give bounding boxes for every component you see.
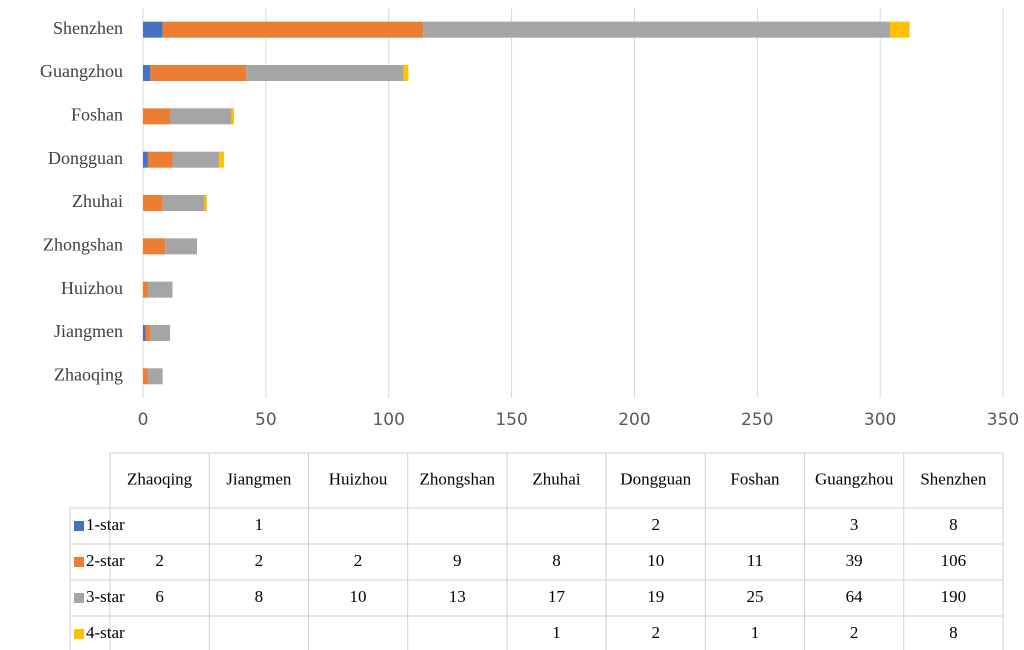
bar-segment: [143, 281, 148, 298]
legend-key: [74, 629, 84, 639]
bar-segment: [889, 21, 910, 38]
bar-segment: [231, 108, 234, 125]
bar-segment: [143, 151, 148, 168]
table-value: 3: [850, 515, 859, 534]
bar-segment: [403, 65, 409, 81]
table-value: 2: [651, 623, 660, 642]
table-value: 1: [751, 623, 760, 642]
y-tick-label: Huizhou: [61, 278, 123, 298]
bar-segment: [150, 325, 171, 341]
bar-segment: [143, 108, 171, 125]
table-header: Huizhou: [329, 469, 388, 488]
table-value: 2: [155, 551, 164, 570]
x-tick-label: 250: [741, 410, 773, 430]
bar-segment: [170, 108, 232, 125]
bar-segment: [204, 195, 207, 211]
bar-segment: [150, 65, 247, 81]
bar-segment: [147, 281, 173, 298]
table-header: Zhuhai: [532, 469, 580, 488]
table-value: 1: [552, 623, 561, 642]
table-value: 106: [941, 551, 967, 570]
table-value: 13: [449, 587, 466, 606]
table-value: 1: [255, 515, 264, 534]
table-header: Shenzhen: [920, 469, 987, 488]
legend-label: 1-star: [86, 515, 125, 534]
table-value: 25: [746, 587, 763, 606]
legend-key: [74, 521, 84, 531]
y-tick-label: Zhongshan: [43, 234, 123, 254]
table-value: 8: [552, 551, 561, 570]
bar-segment: [143, 325, 146, 341]
table-value: 2: [354, 551, 363, 570]
table-value: 2: [850, 623, 859, 642]
bar-segment: [162, 21, 424, 38]
bar-segment: [143, 238, 166, 255]
y-tick-label: Guangzhou: [40, 61, 123, 81]
bar-segment: [147, 151, 173, 168]
x-tick-label: 200: [618, 410, 650, 430]
table-header: Guangzhou: [815, 469, 894, 488]
x-tick-label: 300: [864, 410, 896, 430]
x-tick-label: 100: [372, 410, 404, 430]
y-tick-label: Dongguan: [48, 148, 123, 168]
bar-segment: [143, 21, 163, 38]
x-tick-label: 350: [987, 410, 1019, 430]
bar-segment: [246, 65, 404, 81]
bar-segment: [143, 368, 148, 385]
table-value: 6: [155, 587, 164, 606]
bar-segment: [172, 151, 220, 168]
table-value: 10: [647, 551, 664, 570]
table-value: 8: [949, 515, 958, 534]
table-value: 10: [350, 587, 367, 606]
table-value: 8: [949, 623, 958, 642]
table-header: Foshan: [730, 469, 780, 488]
table-value: 11: [747, 551, 763, 570]
y-tick-label: Shenzhen: [53, 18, 123, 38]
table-value: 64: [846, 587, 864, 606]
legend-label: 4-star: [86, 623, 125, 642]
table-value: 190: [941, 587, 967, 606]
bar-segment: [145, 325, 151, 341]
x-tick-label: 50: [255, 410, 277, 430]
bar-segment: [147, 368, 163, 385]
table-value: 2: [651, 515, 660, 534]
y-tick-label: Foshan: [71, 104, 123, 124]
table-value: 2: [255, 551, 264, 570]
y-tick-label: Jiangmen: [54, 321, 123, 341]
table-value: 8: [255, 587, 264, 606]
table-value: 39: [846, 551, 863, 570]
legend-key: [74, 593, 84, 603]
bar-segment: [423, 21, 890, 38]
bar-segment: [165, 238, 198, 255]
legend-label: 3-star: [86, 587, 125, 606]
y-tick-label: Zhuhai: [72, 191, 123, 211]
table-header: Zhongshan: [420, 469, 496, 488]
bar-segment: [143, 195, 163, 211]
y-tick-label: Zhaoqing: [54, 364, 123, 384]
table-value: 17: [548, 587, 566, 606]
bar-segment: [143, 65, 151, 81]
x-tick-label: 0: [138, 410, 149, 430]
table-value: 19: [647, 587, 664, 606]
table-header: Jiangmen: [226, 469, 292, 488]
bar-segment: [162, 195, 205, 211]
table-header: Dongguan: [620, 469, 691, 488]
table-value: 9: [453, 551, 462, 570]
table-header: Zhaoqing: [127, 469, 193, 488]
legend-label: 2-star: [86, 551, 125, 570]
x-tick-label: 150: [495, 410, 527, 430]
bar-segment: [219, 151, 225, 168]
legend-key: [74, 557, 84, 567]
